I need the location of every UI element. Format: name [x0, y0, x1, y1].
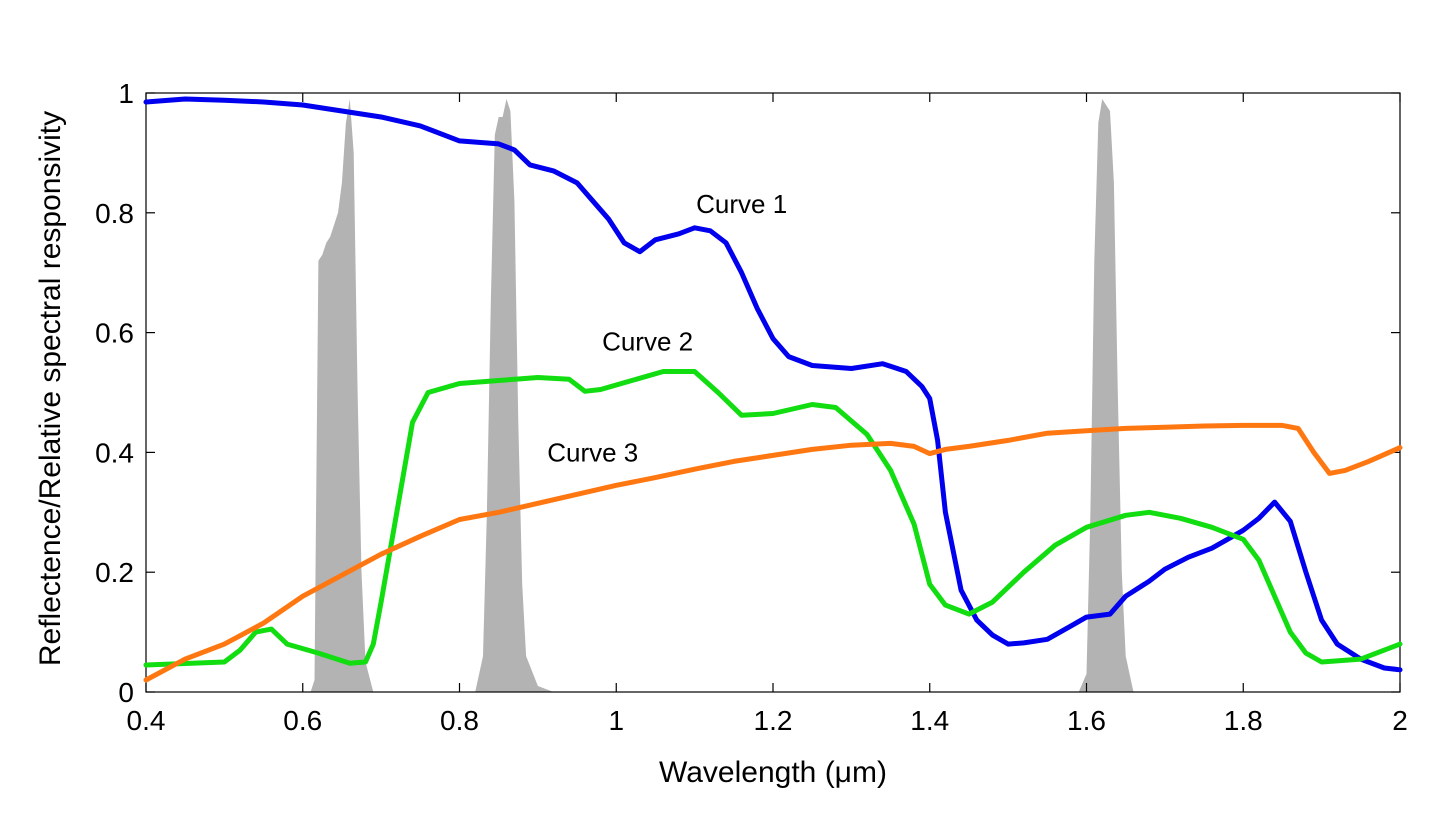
responsivity-band-2 [475, 99, 554, 692]
curve-2-line [143, 369, 1403, 668]
x-tick-label: 0.6 [283, 705, 322, 736]
y-tick-label: 1 [118, 78, 134, 109]
y-tick-label: 0.6 [95, 318, 134, 349]
x-tick-label: 1.4 [910, 705, 949, 736]
x-tick-label: 2 [1392, 705, 1408, 736]
curve-3-line [143, 422, 1403, 683]
y-tick-label: 0.4 [95, 437, 134, 468]
x-tick-label: 1 [608, 705, 624, 736]
curve-1-line [143, 96, 1403, 673]
x-tick-label: 1.6 [1067, 705, 1106, 736]
responsivity-band-1 [310, 99, 374, 692]
x-tick-label: 0.8 [440, 705, 479, 736]
curve-2-label: Curve 2 [602, 327, 693, 357]
x-tick-label: 1.2 [754, 705, 793, 736]
y-axis-title: Reflectence/Relative spectral responsivi… [34, 111, 67, 666]
y-tick-label: 0.2 [95, 557, 134, 588]
x-tick-label: 1.8 [1224, 705, 1263, 736]
responsivity-bands [310, 99, 1134, 692]
axis-ticks: 0.4 0.6 0.8 1 1.2 1.4 1.6 1.8 2 0 0.2 0.4 0.6 0.8 1 [95, 78, 1408, 736]
curves [143, 96, 1403, 683]
responsivity-band-3 [1078, 99, 1134, 692]
y-tick-label: 0 [118, 677, 134, 708]
x-axis-title: Wavelength (μm) [659, 756, 887, 789]
y-tick-label: 0.8 [95, 198, 134, 229]
curve-1-label: Curve 1 [696, 189, 787, 219]
curve-3-label: Curve 3 [547, 437, 638, 467]
curve-labels: Curve 1 Curve 2 Curve 3 [547, 189, 787, 468]
x-tick-label: 0.4 [127, 705, 166, 736]
